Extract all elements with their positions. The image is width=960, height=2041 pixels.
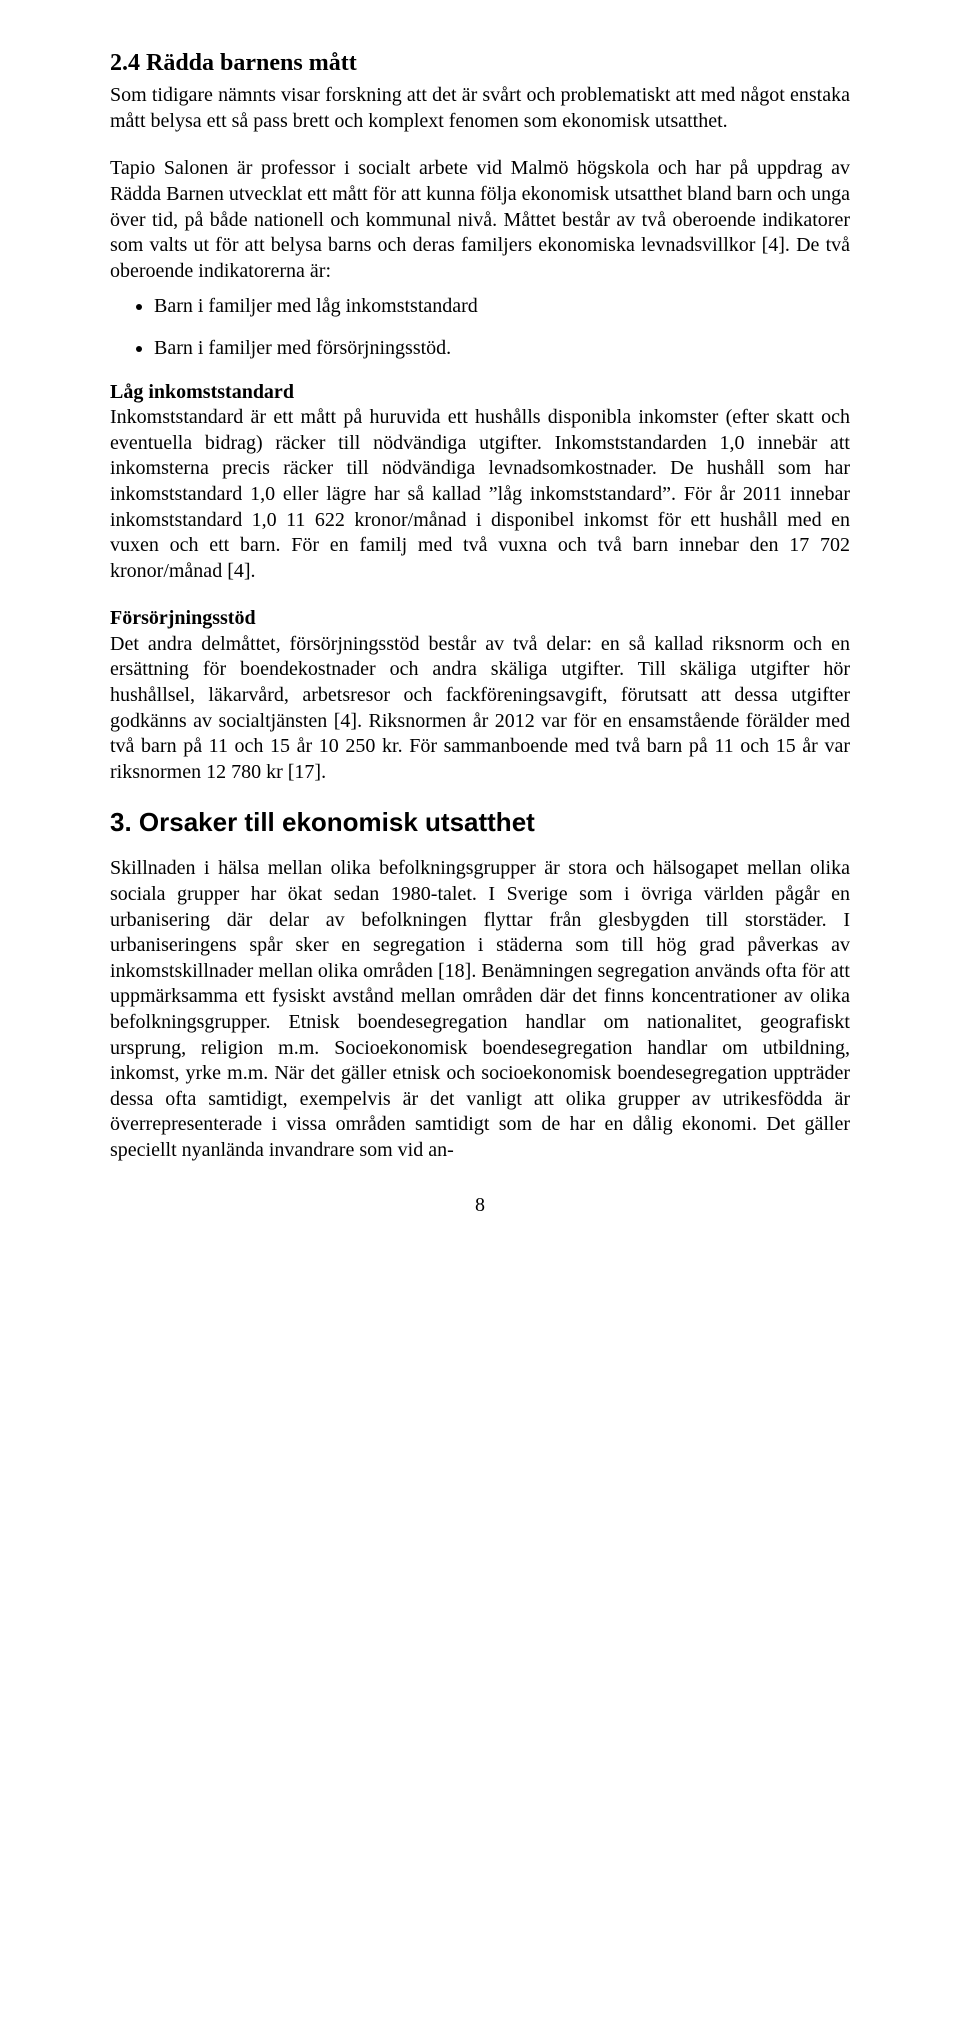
subheading-forsorjning: Försörjningsstöd [110, 606, 850, 632]
page-container: 2.4 Rädda barnens mått Som tidigare nämn… [0, 0, 960, 1257]
para-3-intro: Skillnaden i hälsa mellan olika befolkni… [110, 856, 850, 1163]
para-forsorjning: Det andra delmåttet, försörjningsstöd be… [110, 632, 850, 786]
heading-2-4: 2.4 Rädda barnens mått [110, 48, 850, 79]
para-2-4-intro: Som tidigare nämnts visar forskning att … [110, 83, 850, 134]
subheading-lag-inkomst: Låg inkomststandard [110, 380, 850, 406]
heading-3: 3. Orsaker till ekonomisk utsatthet [110, 807, 850, 838]
indicator-list: Barn i familjer med låg inkomststandard … [110, 294, 850, 361]
para-lag-inkomst: Inkomststandard är ett mått på huruvida … [110, 405, 850, 584]
para-2-4-tapio: Tapio Salonen är professor i socialt arb… [110, 156, 850, 284]
page-number: 8 [110, 1194, 850, 1217]
list-item: Barn i familjer med försörjningsstöd. [154, 336, 850, 362]
list-item: Barn i familjer med låg inkomststandard [154, 294, 850, 320]
